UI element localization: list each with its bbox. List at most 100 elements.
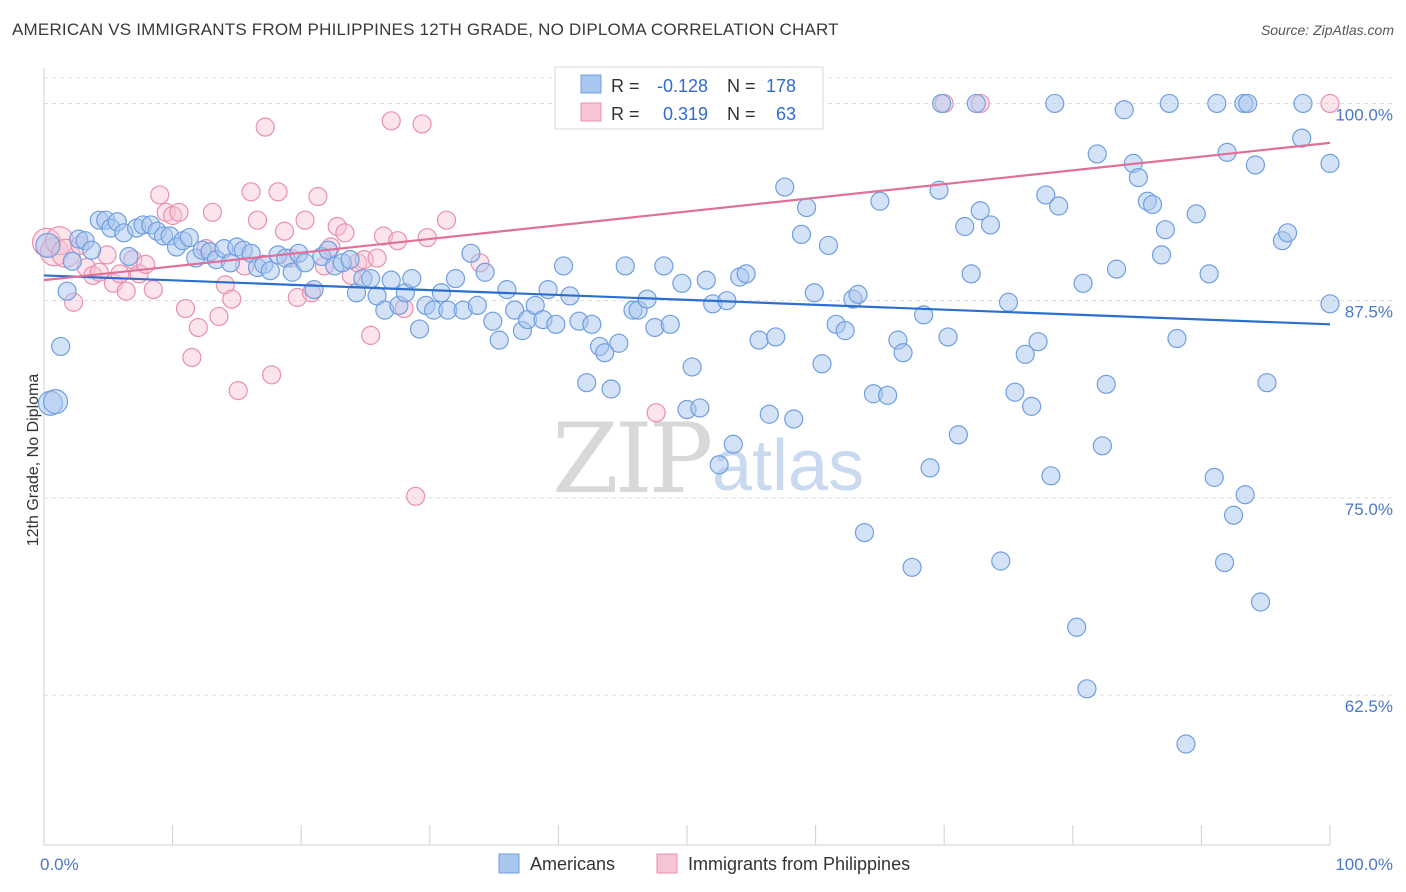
series-americans-points xyxy=(35,93,1340,754)
americans-point xyxy=(970,201,990,221)
americans-point xyxy=(948,425,968,445)
americans-point xyxy=(645,317,665,338)
philippines-point xyxy=(287,287,307,308)
americans-point xyxy=(546,314,566,334)
americans-point xyxy=(1245,155,1266,175)
americans-point xyxy=(759,404,779,424)
legend-r-value: -0.128 xyxy=(657,76,708,96)
americans-point xyxy=(42,389,69,415)
americans-point xyxy=(577,373,597,393)
americans-point xyxy=(1223,505,1244,525)
philippines-point xyxy=(209,306,229,327)
x-tick-labels: 0.0% 100.0% xyxy=(40,855,1393,874)
americans-point xyxy=(340,250,360,270)
americans-point xyxy=(1028,332,1048,352)
americans-point xyxy=(682,357,702,377)
philippines-point xyxy=(308,186,328,207)
philippines-point xyxy=(247,210,268,230)
philippines-point xyxy=(188,317,208,338)
y-tick-label: 75.0% xyxy=(1345,500,1393,519)
americans-point xyxy=(1320,294,1340,314)
americans-point xyxy=(723,434,743,454)
americans-point xyxy=(601,379,621,399)
americans-point xyxy=(1106,259,1127,279)
americans-point xyxy=(690,398,710,418)
legend-box: R = -0.128 N = 178 R = 0.319 N = 63 xyxy=(554,66,824,130)
americans-point xyxy=(475,262,495,282)
americans-point xyxy=(35,232,61,259)
americans-point xyxy=(1128,168,1148,188)
americans-point xyxy=(497,280,517,300)
americans-point xyxy=(582,314,602,334)
americans-point xyxy=(812,354,832,374)
bottom-legend-swatch-philippines xyxy=(656,853,678,874)
philippines-point xyxy=(381,111,401,131)
americans-point xyxy=(1250,592,1271,612)
americans-trend-line xyxy=(43,274,1331,326)
americans-point xyxy=(1155,220,1175,240)
americans-point xyxy=(1114,100,1134,120)
americans-point xyxy=(893,343,913,363)
philippines-point xyxy=(169,202,189,222)
americans-point xyxy=(1151,245,1172,265)
americans-point xyxy=(1293,93,1313,114)
americans-point xyxy=(1176,734,1196,754)
philippines-point xyxy=(255,117,275,137)
americans-point xyxy=(1235,485,1255,505)
americans-point xyxy=(402,268,422,289)
y-tick-label: 87.5% xyxy=(1345,303,1393,322)
americans-point xyxy=(1214,552,1235,573)
americans-point xyxy=(81,240,102,260)
americans-point xyxy=(654,256,674,276)
americans-point xyxy=(870,191,890,211)
legend-r-label: R = xyxy=(611,104,640,124)
americans-point xyxy=(796,197,817,218)
americans-point xyxy=(1041,466,1061,486)
americans-point xyxy=(1073,273,1093,293)
americans-point xyxy=(51,336,71,357)
americans-point xyxy=(991,551,1011,571)
chart-title: AMERICAN VS IMMIGRANTS FROM PHILIPPINES … xyxy=(12,20,839,39)
philippines-point xyxy=(228,381,248,401)
americans-point xyxy=(920,458,940,478)
americans-point xyxy=(938,327,958,347)
americans-point xyxy=(260,261,280,281)
philippines-point xyxy=(412,114,432,134)
philippines-point xyxy=(436,210,457,230)
philippines-point xyxy=(143,280,163,300)
americans-point xyxy=(966,93,986,114)
americans-point xyxy=(461,243,481,263)
trend-lines xyxy=(43,141,1331,326)
americans-point xyxy=(660,314,680,334)
bottom-legend-philippines: Immigrants from Philippines xyxy=(688,854,910,874)
americans-point xyxy=(1186,204,1206,224)
americans-point xyxy=(1167,328,1187,349)
philippines-point xyxy=(150,185,170,205)
bottom-legend-swatch-americans xyxy=(498,853,520,874)
philippines-point xyxy=(327,216,347,237)
americans-point xyxy=(361,268,381,289)
americans-point xyxy=(932,93,952,114)
bottom-legend-americans: Americans xyxy=(530,854,615,874)
americans-point xyxy=(1277,223,1298,243)
americans-point xyxy=(1199,264,1219,284)
americans-point xyxy=(1087,144,1107,164)
americans-point xyxy=(609,333,629,353)
americans-point xyxy=(445,268,466,289)
americans-point xyxy=(119,246,139,267)
source-credit: Source: ZipAtlas.com xyxy=(1260,22,1394,38)
philippines-point xyxy=(406,486,426,506)
americans-point xyxy=(1257,373,1277,393)
legend-n-value: 63 xyxy=(776,104,796,124)
philippines-point xyxy=(110,264,130,284)
legend-swatch-americans xyxy=(580,74,602,94)
americans-point xyxy=(835,321,855,341)
americans-point xyxy=(282,262,302,282)
americans-point xyxy=(57,281,77,301)
legend-n-value: 178 xyxy=(766,76,796,96)
americans-point xyxy=(483,311,503,331)
americans-point xyxy=(595,343,615,363)
americans-point xyxy=(709,455,729,475)
americans-point xyxy=(295,253,315,273)
